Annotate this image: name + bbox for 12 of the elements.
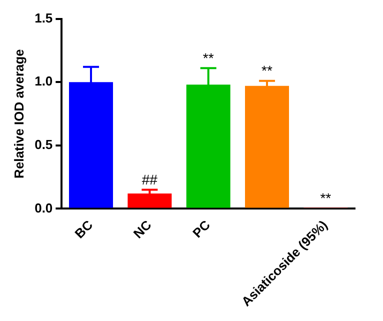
y-tick-label: 1.0 [34, 74, 53, 89]
data-label: ## [142, 172, 158, 188]
y-tick-label: 0.5 [34, 137, 53, 152]
data-label: ** [202, 50, 214, 66]
x-tick-label: BC [72, 216, 96, 242]
data-label: ** [320, 190, 332, 206]
y-tick-label: 0.0 [34, 200, 53, 216]
x-tick-label: NC [130, 216, 155, 242]
data-label: ** [262, 62, 273, 79]
y-axis-title: Relative IOD average [11, 49, 26, 178]
x-tick-label: PC [190, 216, 214, 241]
y-tick-label: 1.5 [34, 10, 53, 26]
